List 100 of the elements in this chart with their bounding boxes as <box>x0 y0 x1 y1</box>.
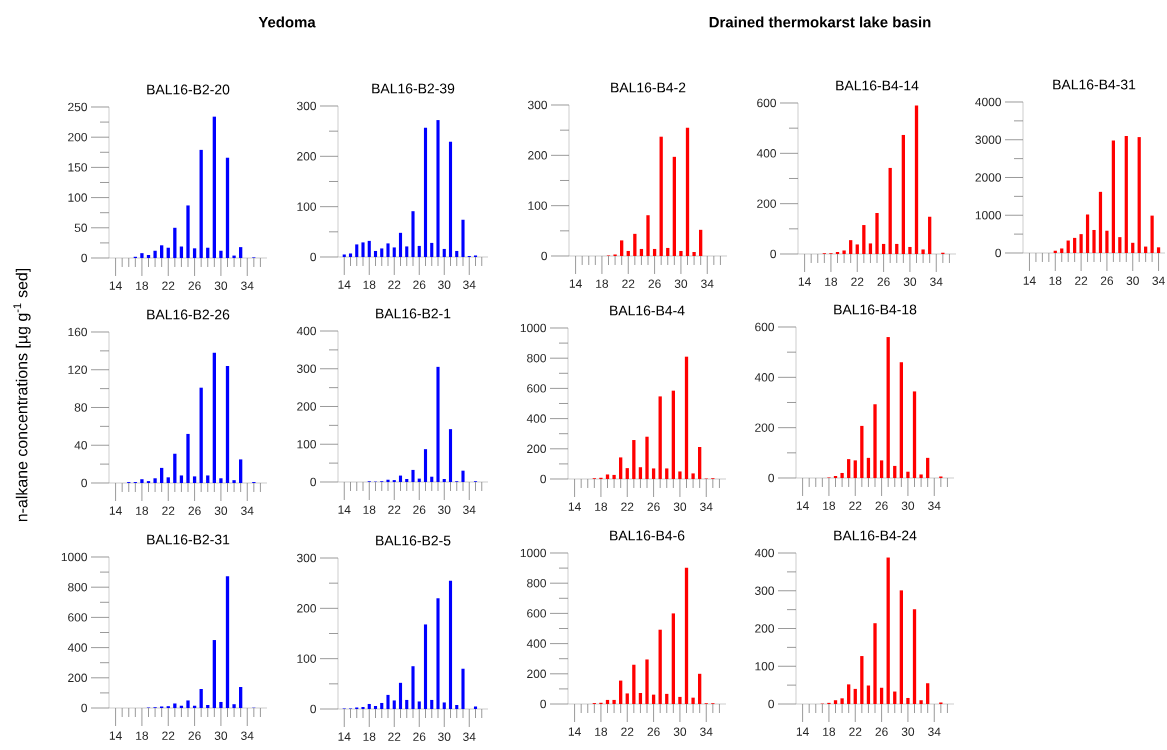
y-tick-label: 100 <box>755 662 775 671</box>
bar <box>448 429 453 482</box>
x-tick-label: 26 <box>875 727 888 736</box>
bar <box>849 240 853 254</box>
bar <box>355 244 359 257</box>
x-tick-label: 22 <box>388 732 401 741</box>
y-tick-label: 400 <box>296 326 317 336</box>
bar <box>1111 140 1115 253</box>
bar <box>1098 191 1103 253</box>
x-tick-label: 34 <box>463 280 476 289</box>
bar <box>908 246 912 254</box>
bar <box>638 692 643 704</box>
bar <box>1131 242 1135 253</box>
x-tick-label: 34 <box>241 506 254 515</box>
y-tick-label: 200 <box>68 673 88 683</box>
y-tick-label: 0 <box>81 703 88 713</box>
bar <box>473 706 478 709</box>
x-tick-label: 22 <box>1075 276 1088 285</box>
y-tick-label: 0 <box>768 473 775 483</box>
bar <box>392 247 396 257</box>
x-tick-label: 18 <box>1049 276 1062 285</box>
bar <box>430 242 434 257</box>
x-tick-label: 34 <box>241 731 254 740</box>
x-tick-label: 34 <box>930 277 943 286</box>
y-tick-label: 1000 <box>975 211 1002 220</box>
bar <box>386 243 390 257</box>
bar <box>423 127 428 257</box>
x-tick-label: 34 <box>701 279 714 288</box>
bar <box>645 436 649 479</box>
x-tick-label: 30 <box>214 506 228 515</box>
y-tick-label: 400 <box>754 548 775 558</box>
x-tick-label: 26 <box>188 281 201 290</box>
x-tick-label: 34 <box>1152 276 1165 285</box>
x-tick-label: 26 <box>188 731 201 740</box>
bar <box>886 557 890 704</box>
bar <box>423 449 428 482</box>
bar <box>436 366 440 482</box>
x-tick-label: 18 <box>363 732 376 741</box>
y-tick-label: 600 <box>527 384 547 393</box>
bar <box>840 472 844 478</box>
bar <box>417 701 421 709</box>
bar <box>1092 229 1096 253</box>
bar <box>398 682 403 709</box>
y-tick-label: 0 <box>81 253 88 263</box>
y-tick-label: 200 <box>755 624 775 633</box>
x-tick-label: 34 <box>463 732 476 741</box>
bar <box>411 469 415 482</box>
bar <box>411 211 415 257</box>
bar <box>342 254 346 257</box>
bar <box>893 465 897 478</box>
y-tick-label: 120 <box>68 365 88 374</box>
bar <box>436 120 440 257</box>
x-tick-label: 22 <box>849 727 862 736</box>
x-tick-label: 14 <box>569 279 582 288</box>
x-tick-label: 22 <box>162 506 175 515</box>
bar <box>868 243 873 254</box>
chart-title: BAL16-B4-24 <box>834 530 917 541</box>
y-tick-label: 2000 <box>975 173 1002 182</box>
bar <box>873 623 877 704</box>
y-tick-label: 300 <box>296 553 317 563</box>
bar <box>1085 214 1090 253</box>
bar <box>1105 230 1109 253</box>
bar <box>367 240 371 257</box>
y-tick-label: 800 <box>68 582 88 592</box>
x-tick-label: 14 <box>796 727 809 736</box>
bar <box>166 477 170 483</box>
bar <box>625 693 629 704</box>
bar <box>442 248 446 257</box>
x-tick-label: 14 <box>109 506 122 515</box>
y-tick-label: 50 <box>74 223 88 233</box>
bar <box>875 212 879 254</box>
bar <box>665 693 669 704</box>
bar <box>192 476 197 483</box>
bar <box>386 479 390 482</box>
x-tick-label: 30 <box>903 277 917 286</box>
bar <box>232 255 236 258</box>
bar <box>651 468 656 479</box>
bar <box>398 232 403 257</box>
bar <box>860 425 864 478</box>
x-tick-label: 30 <box>674 279 688 288</box>
bar <box>212 640 216 708</box>
bar <box>173 703 177 708</box>
bar <box>632 440 636 479</box>
bar <box>620 240 624 256</box>
bar <box>926 457 930 478</box>
y-tick-label: 0 <box>310 704 317 714</box>
x-tick-label: 30 <box>214 281 228 290</box>
x-tick-label: 22 <box>162 731 175 740</box>
chart-title: BAL16-B2-1 <box>376 308 451 319</box>
x-tick-label: 26 <box>877 277 890 286</box>
bar <box>605 699 610 704</box>
bar <box>239 687 243 708</box>
bar <box>1066 240 1070 253</box>
bar <box>658 629 662 704</box>
bar <box>239 247 243 258</box>
bar <box>855 244 859 254</box>
bar <box>423 624 428 709</box>
y-tick-label: 400 <box>756 149 777 158</box>
y-tick-label: 400 <box>526 639 547 648</box>
bar <box>612 474 616 479</box>
